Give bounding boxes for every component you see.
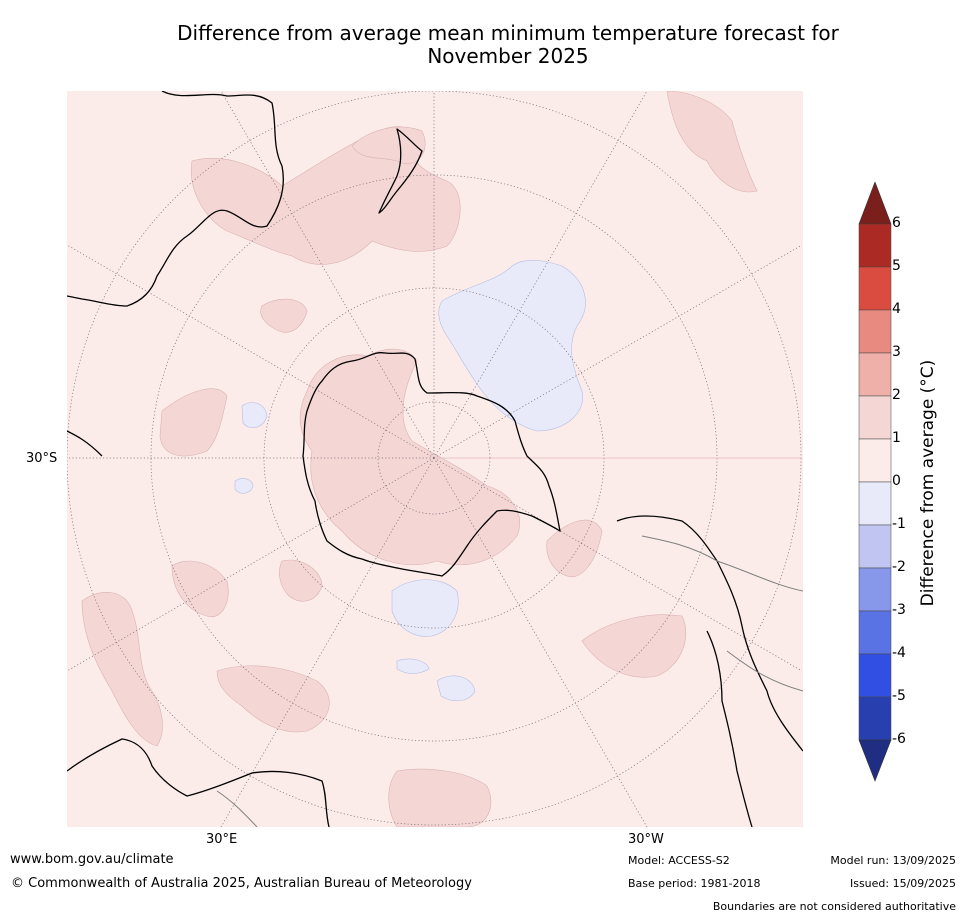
colorbar-bin: [858, 223, 892, 268]
colorbar-over-triangle: [858, 182, 892, 225]
south-america-west-coastline: [706, 630, 753, 827]
warm-region-north-east: [666, 91, 758, 193]
australia-coastline: [67, 91, 284, 307]
colorbar-tick-label: 6: [892, 215, 901, 231]
south-africa-coastline: [67, 738, 330, 827]
colorbar-tick-label: 0: [892, 473, 901, 489]
warm-region-west-small: [260, 298, 308, 333]
coastlines: [67, 91, 803, 827]
country-boundaries: [216, 535, 803, 827]
cool-region-small-3: [234, 478, 254, 494]
colorbar-under-triangle: [858, 739, 892, 782]
warm-region-south-small: [171, 560, 229, 618]
cool-region-south: [391, 579, 459, 637]
polar-map: [67, 91, 803, 827]
longitude-label-30e: 30°E: [206, 832, 238, 847]
title-line-2: November 2025: [427, 44, 589, 68]
cool-region-pacific: [438, 259, 586, 432]
colorbar-tick-label: -4: [892, 645, 906, 661]
warm-region-antarctica: [299, 348, 520, 566]
cool-region-small-1: [436, 675, 476, 701]
colorbar-tick-label: -5: [892, 688, 906, 704]
colorbar: [858, 182, 892, 782]
footer-copyright: © Commonwealth of Australia 2025, Austra…: [11, 876, 472, 891]
cool-region-small-4: [396, 658, 430, 674]
south-america-coastline: [616, 515, 803, 752]
warm-region-nz: [351, 126, 426, 164]
colorbar-bin: [858, 481, 892, 526]
map-title: Difference from average mean minimum tem…: [0, 22, 965, 68]
colorbar-tick-label: 4: [892, 301, 901, 317]
colorbar-label: Difference from average (°C): [918, 359, 938, 607]
cool-anomaly-regions: [234, 259, 586, 701]
cool-region-small-2: [241, 402, 268, 429]
warm-anomaly-regions: [81, 91, 758, 827]
footer-boundaries: Boundaries are not considered authoritat…: [712, 900, 956, 913]
longitude-label-30w: 30°W: [628, 832, 664, 847]
footer-model-run: Model run: 13/09/2025: [830, 854, 956, 867]
warm-region-south-central: [279, 559, 323, 602]
colorbar-bin: [858, 567, 892, 612]
colorbar-tick-label: 1: [892, 430, 901, 446]
warm-region-south-america-east: [546, 519, 603, 578]
colorbar-bin: [858, 653, 892, 698]
colorbar-tick-label: 2: [892, 387, 901, 403]
colorbar-bin: [858, 309, 892, 354]
footer-url: www.bom.gov.au/climate: [10, 852, 174, 867]
colorbar-tick-label: 5: [892, 258, 901, 274]
madagascar-coastline: [67, 430, 103, 457]
colorbar-bin: [858, 352, 892, 397]
colorbar-tick-label: -6: [892, 731, 906, 747]
latitude-label-30s: 30°S: [26, 451, 58, 466]
colorbar-bins: [858, 223, 892, 741]
antarctica-coastline: [302, 352, 561, 577]
footer-base-period: Base period: 1981-2018: [628, 877, 761, 890]
colorbar-bin: [858, 438, 892, 483]
colorbar-tick-label: -1: [892, 516, 906, 532]
colorbar-tick-label: 3: [892, 344, 901, 360]
colorbar-bin: [858, 610, 892, 655]
colorbar-bin: [858, 524, 892, 569]
warm-region-pacific-north: [190, 126, 461, 265]
colorbar-bin: [858, 266, 892, 311]
new-zealand-coastline: [378, 128, 423, 214]
footer-model: Model: ACCESS-S2: [628, 854, 730, 867]
warm-region-mid-west: [159, 388, 228, 457]
warm-region-south-east: [581, 614, 687, 678]
colorbar-tick-label: -3: [892, 602, 906, 618]
colorbar-tick-label: -2: [892, 559, 906, 575]
warm-region-south-bottom: [388, 768, 492, 827]
warm-region-south-mid: [216, 665, 330, 733]
title-line-1: Difference from average mean minimum tem…: [177, 21, 839, 45]
colorbar-bin: [858, 696, 892, 741]
warm-region-south-west: [81, 592, 163, 747]
footer-issued: Issued: 15/09/2025: [849, 877, 956, 890]
colorbar-bin: [858, 395, 892, 440]
